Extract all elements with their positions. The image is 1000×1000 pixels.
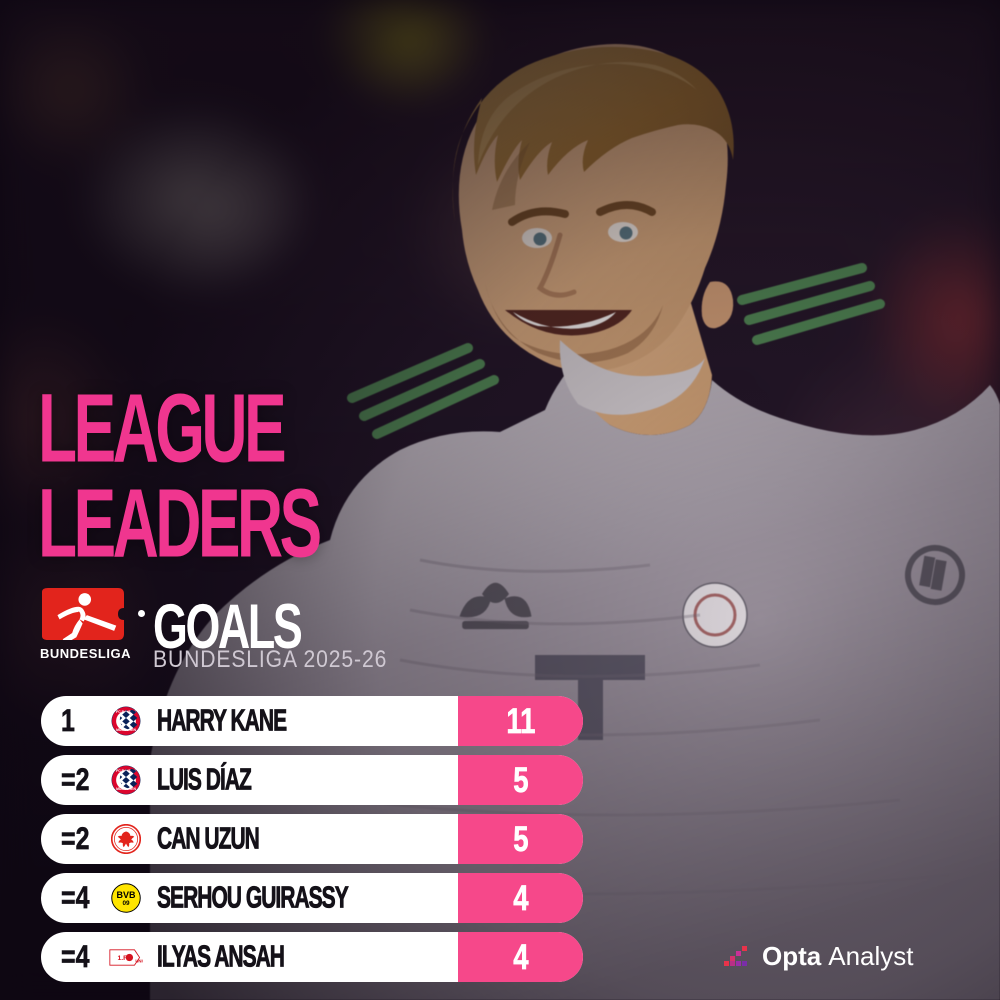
svg-text:UNION: UNION — [135, 958, 143, 963]
svg-text:09: 09 — [122, 900, 130, 907]
svg-text:BVB: BVB — [116, 890, 136, 900]
